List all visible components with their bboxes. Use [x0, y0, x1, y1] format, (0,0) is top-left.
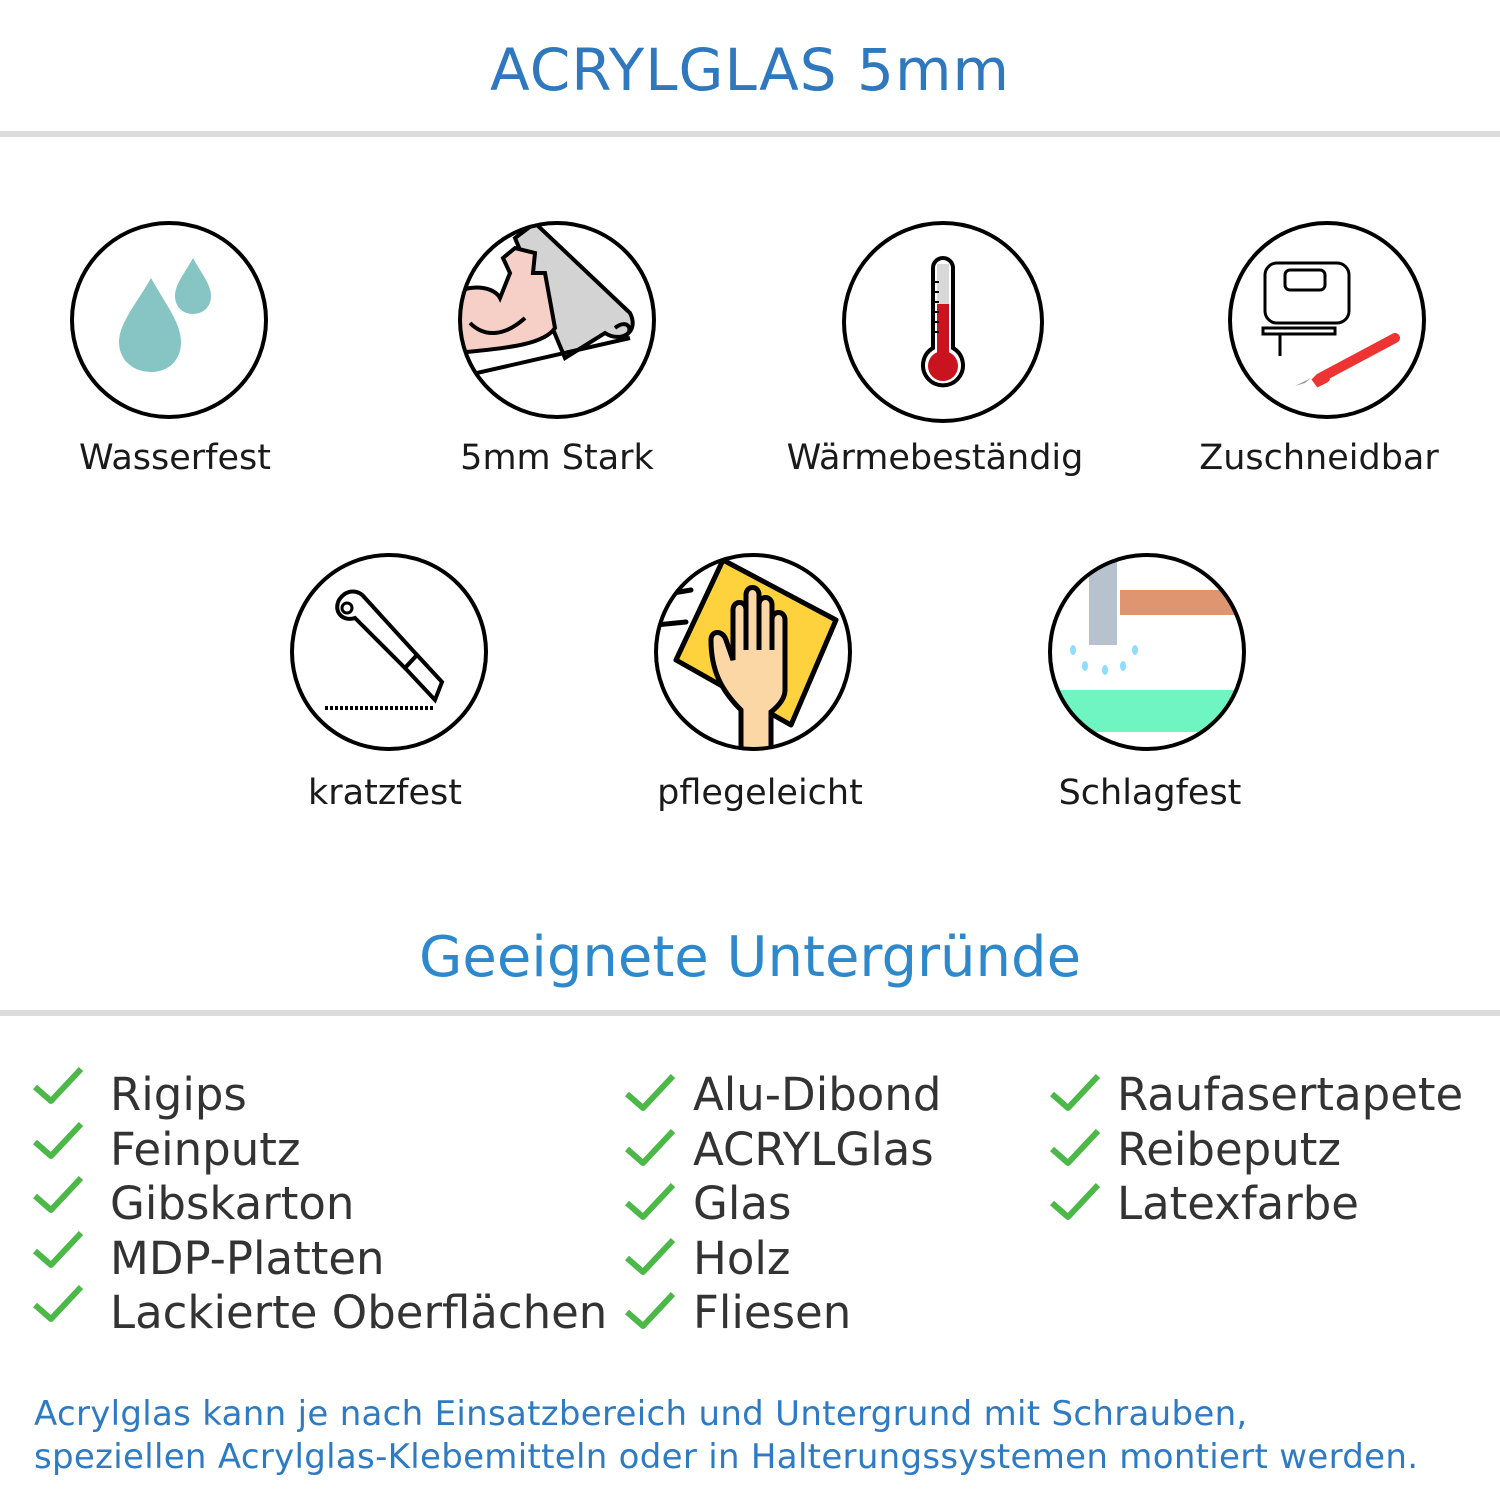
checkmark-icon: [1050, 1073, 1100, 1111]
surface-item: Latexfarbe: [1117, 1177, 1359, 1230]
surface-item: MDP-Platten: [110, 1231, 385, 1285]
footer-line: Acrylglas kann je nach Einsatzbereich un…: [34, 1394, 1248, 1434]
checkmark-icon: [1050, 1128, 1100, 1166]
strong-arm-icon: [458, 221, 656, 419]
feature-label: Schlagfest: [1058, 773, 1242, 813]
footer-line: speziellen Acrylglas-Klebemitteln oder i…: [34, 1437, 1419, 1477]
feature-label: pflegeleicht: [657, 773, 863, 813]
checkmark-icon: [33, 1175, 83, 1213]
checkmark-icon: [33, 1066, 83, 1104]
surface-item: Reibeputz: [1117, 1122, 1342, 1176]
surface-item: Gibskarton: [110, 1177, 355, 1230]
checkmark-icon: [33, 1284, 83, 1322]
jigsaw-knife-icon: [1228, 221, 1426, 419]
checkmark-icon: [625, 1182, 675, 1220]
cutter-knife-icon: [290, 553, 488, 751]
surface-item: Fliesen: [693, 1286, 852, 1339]
surface-item: Alu-Dibond: [693, 1068, 942, 1121]
surface-item: Holz: [693, 1231, 791, 1285]
surface-item: Glas: [693, 1177, 792, 1230]
section-title: Geeignete Untergründe: [418, 925, 1082, 990]
divider: [0, 131, 1500, 137]
footer-note: Acrylglas kann je nach Einsatzbereich un…: [34, 1393, 1418, 1479]
surface-item: Raufasertapete: [1117, 1068, 1464, 1121]
checkmark-icon: [625, 1073, 675, 1111]
feature-label: Wärmebeständig: [786, 438, 1084, 478]
checkmark-icon: [625, 1291, 675, 1329]
checkmark-icon: [33, 1121, 83, 1159]
surface-item: Rigips: [110, 1068, 247, 1121]
checkmark-icon: [625, 1128, 675, 1166]
checkmark-icon: [625, 1237, 675, 1275]
surface-item: Lackierte Oberflächen: [110, 1286, 608, 1339]
checkmark-icon: [33, 1230, 83, 1268]
surface-item: Feinputz: [110, 1122, 301, 1176]
cleaning-hand-icon: [654, 553, 852, 751]
divider: [0, 1010, 1500, 1016]
water-drops-icon: [70, 221, 268, 419]
surface-item: ACRYLGlas: [693, 1122, 934, 1176]
feature-label: Zuschneidbar: [1199, 438, 1439, 478]
feature-label: 5mm Stark: [460, 438, 654, 478]
page-title: ACRYLGLAS 5mm: [490, 36, 1010, 104]
hammer-icon: [1048, 553, 1246, 751]
feature-label: kratzfest: [307, 773, 462, 813]
feature-label: Wasserfest: [78, 438, 272, 478]
thermometer-icon: [842, 221, 1044, 423]
checkmark-icon: [1050, 1182, 1100, 1220]
